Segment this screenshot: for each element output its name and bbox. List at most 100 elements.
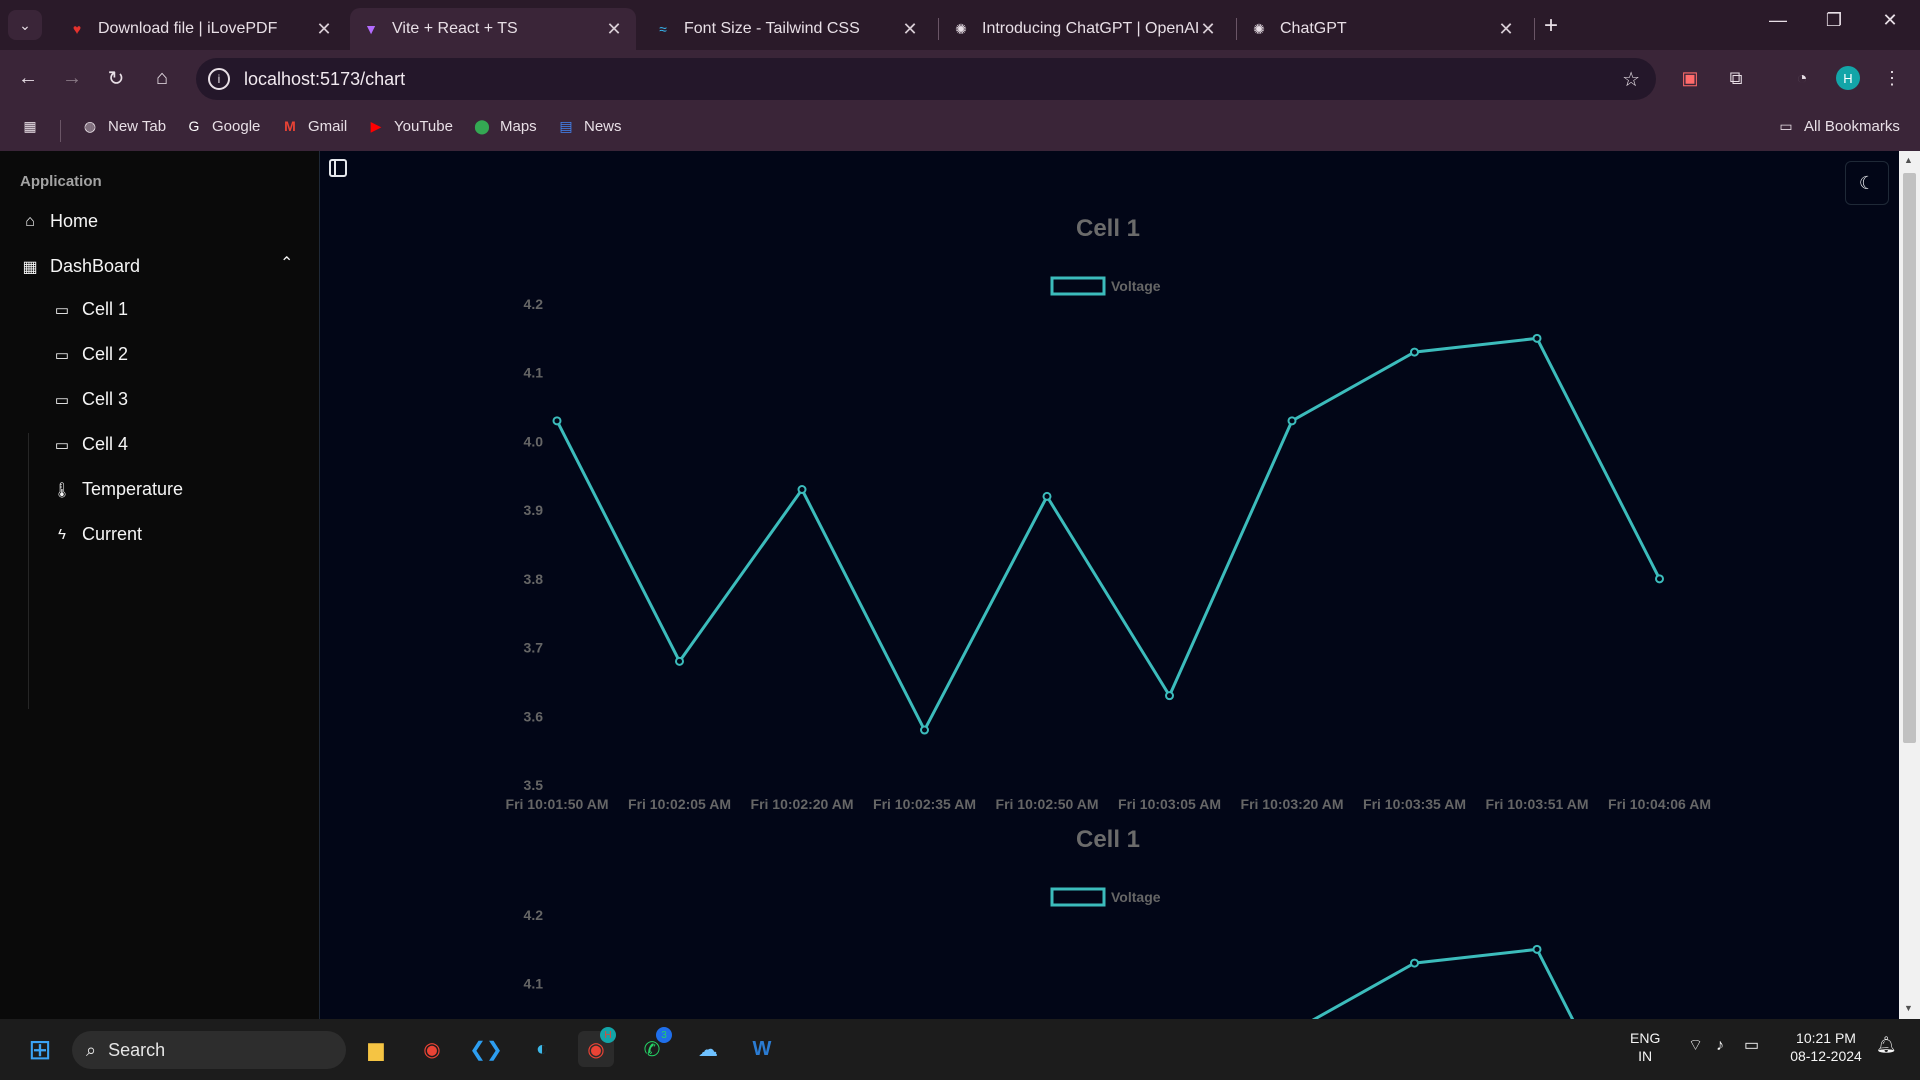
extension-icon[interactable]: ▣ [1681, 67, 1699, 88]
chrome-active-icon[interactable]: ◉ H [578, 1027, 616, 1067]
close-icon[interactable]: ✕ [902, 18, 918, 39]
tab-chatgpt[interactable]: ✺ ChatGPT ✕ [1238, 8, 1528, 50]
sidebar-item-cell-3[interactable]: ▭ Cell 3 [52, 389, 128, 410]
data-point[interactable] [1410, 958, 1419, 968]
data-point[interactable] [552, 416, 562, 426]
legend-swatch [1050, 276, 1106, 296]
taskbar-search[interactable]: ⌕ Search [72, 1031, 346, 1069]
close-icon[interactable]: ✕ [1498, 18, 1514, 39]
weather-icon[interactable]: ☁ [698, 1038, 718, 1061]
reload-button[interactable]: ↻ [100, 62, 132, 94]
performance-icon[interactable]: ◔ [1796, 67, 1808, 88]
x-tick-label: Fri 10:01:50 AM [506, 796, 609, 812]
battery-icon: ▭ [54, 301, 70, 319]
legend-label[interactable]: Voltage [1111, 278, 1161, 294]
sidebar-item-cell-1[interactable]: ▭ Cell 1 [52, 299, 128, 320]
folder-icon: ▭ [1779, 117, 1793, 134]
data-point[interactable] [1042, 491, 1052, 501]
bookmark-new-tab[interactable]: ◍ New Tab [80, 116, 166, 136]
close-icon[interactable]: ✕ [316, 18, 332, 39]
data-point[interactable] [1532, 333, 1542, 343]
sidebar-toggle-icon[interactable] [329, 159, 347, 177]
bookmark-maps[interactable]: ⬤ Maps [472, 116, 537, 136]
battery-icon: ▭ [54, 391, 70, 409]
close-icon[interactable]: ✕ [606, 18, 622, 39]
data-point[interactable] [797, 485, 807, 495]
sidebar-item-current[interactable]: ϟ Current [52, 524, 142, 545]
forward-button[interactable]: → [56, 62, 88, 94]
sidebar-item-temperature[interactable]: 🌡︎ Temperature [52, 479, 183, 500]
profile-avatar[interactable]: H [1836, 66, 1860, 90]
close-icon[interactable]: ✕ [1200, 18, 1216, 39]
wifi-icon[interactable]: ⌔ [1688, 1037, 1704, 1054]
tab-search-button[interactable]: ⌄ [8, 10, 42, 40]
new-tab-button[interactable]: + [1544, 12, 1558, 40]
legend-label[interactable]: Voltage [1111, 889, 1161, 905]
data-point[interactable] [1410, 347, 1419, 357]
menu-dots-icon[interactable]: ⋮ [1883, 67, 1901, 88]
y-tick-label: 3.5 [524, 777, 544, 793]
language-indicator[interactable]: ENG IN [1630, 1029, 1660, 1065]
home-button[interactable]: ⌂ [146, 62, 178, 94]
tab-title: Introducing ChatGPT | OpenAI [982, 20, 1198, 37]
clock-time: 10:21 PM [1796, 1030, 1856, 1046]
volume-icon[interactable]: ♪ [1716, 1037, 1724, 1054]
windows-start-icon[interactable]: ⊞ [28, 1033, 52, 1065]
apps-button[interactable]: ▦ [20, 116, 48, 136]
voltage-series-line [1311, 947, 1575, 1019]
all-bookmarks-button[interactable]: ▭ All Bookmarks [1776, 116, 1899, 136]
vscode-icon[interactable]: ❮❯ [469, 1038, 503, 1061]
tab-separator [1534, 18, 1535, 40]
chevron-up-icon[interactable]: ⌃ [280, 255, 294, 272]
tab-title: Font Size - Tailwind CSS [684, 20, 860, 37]
tab-openai[interactable]: ✺ Introducing ChatGPT | OpenAI ✕ [940, 8, 1230, 50]
taskbar-search-label: Search [108, 1039, 166, 1060]
data-point[interactable] [1287, 416, 1297, 426]
clock[interactable]: 10:21 PM 08-12-2024 [1786, 1029, 1866, 1065]
bookmark-youtube[interactable]: ▶ YouTube [366, 116, 453, 136]
tab-tailwind[interactable]: ≈ Font Size - Tailwind CSS ✕ [642, 8, 932, 50]
data-point[interactable] [675, 656, 684, 666]
bell-icon[interactable]: 🔔︎ [1876, 1037, 1897, 1054]
scroll-up-icon[interactable]: ▲ [1904, 155, 1913, 165]
theme-toggle-button[interactable]: ☾ [1845, 161, 1889, 205]
legend-swatch [1050, 887, 1106, 907]
tab-title: Vite + React + TS [392, 20, 518, 37]
sidebar-item-cell-2[interactable]: ▭ Cell 2 [52, 344, 128, 365]
site-info-icon[interactable]: i [208, 68, 230, 90]
restore-icon: ❐ [1825, 10, 1843, 30]
data-point[interactable] [1532, 944, 1542, 954]
data-point[interactable] [1655, 574, 1664, 584]
bookmark-label: Gmail [308, 117, 348, 135]
battery-tray-icon[interactable]: ▭ [1744, 1037, 1760, 1054]
tab-vite[interactable]: ▼ Vite + React + TS ✕ [350, 8, 636, 50]
scroll-down-icon[interactable]: ▼ [1904, 1003, 1913, 1013]
bookmark-gmail[interactable]: M Gmail [280, 116, 347, 136]
sidebar-item-label: DashBoard [50, 256, 141, 276]
address-bar[interactable]: i localhost:5173/chart ☆ [196, 58, 1656, 100]
whatsapp-icon[interactable]: ✆ 3 [634, 1027, 672, 1067]
tab-ilovepdf[interactable]: ♥ Download file | iLovePDF ✕ [56, 8, 346, 50]
puzzle-icon[interactable]: ⧉ [1729, 67, 1743, 88]
scroll-thumb[interactable] [1903, 173, 1916, 743]
minimize-button[interactable]: — [1758, 10, 1798, 31]
file-explorer-icon[interactable]: ▆ [368, 1038, 384, 1061]
close-window-button[interactable]: ✕ [1870, 10, 1910, 31]
y-tick-label: 3.9 [524, 502, 544, 518]
sidebar-item-cell-4[interactable]: ▭ Cell 4 [52, 434, 128, 455]
edge-icon[interactable]: ◐ [535, 1037, 549, 1060]
word-icon[interactable]: W [752, 1037, 772, 1060]
y-tick-label: 3.7 [524, 640, 544, 656]
data-point[interactable] [920, 725, 929, 735]
back-button[interactable]: ← [12, 62, 44, 94]
sidebar-item-home[interactable]: ⌂ Home [20, 211, 98, 232]
sidebar-item-dashboard[interactable]: ▦ DashBoard [20, 256, 140, 277]
data-point[interactable] [1165, 691, 1174, 701]
battery-icon: ▭ [54, 436, 70, 454]
star-icon[interactable]: ☆ [1622, 68, 1640, 91]
page-scrollbar[interactable]: ▲ ▼ [1899, 151, 1920, 1019]
bookmark-google[interactable]: G Google [184, 116, 261, 136]
bookmark-news[interactable]: ▤ News [556, 116, 621, 136]
restore-button[interactable]: ❐ [1814, 10, 1854, 31]
chrome-icon[interactable]: ◉ [423, 1038, 441, 1061]
